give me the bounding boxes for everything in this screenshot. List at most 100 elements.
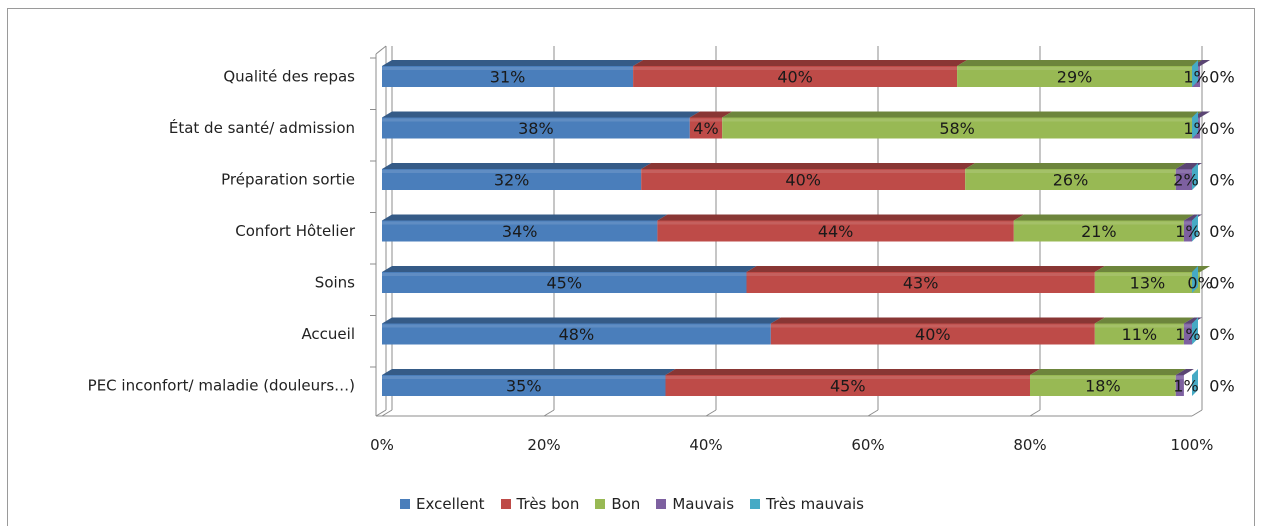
bar-top-face: [1175, 369, 1194, 375]
gridline-floor: [381, 409, 393, 417]
data-label: 0%: [1209, 222, 1234, 241]
bar-segment: [382, 117, 690, 139]
legend-item: Excellent: [400, 495, 485, 513]
legend-swatch: [400, 499, 410, 509]
data-label: 43%: [903, 274, 939, 293]
legend-label: Très bon: [516, 495, 580, 513]
bar-segment: [641, 169, 966, 190]
bar-top-face: [770, 317, 1105, 324]
bar-top-face: [1013, 214, 1194, 221]
data-label: 40%: [915, 325, 951, 344]
x-tick-label: 0%: [370, 436, 394, 454]
data-label: 1%: [1175, 222, 1200, 241]
bar-highlight: [722, 118, 1192, 122]
data-label: 0%: [1209, 274, 1234, 293]
legend-swatch: [500, 499, 511, 509]
bar-top-face: [746, 266, 1105, 272]
legend-swatch: [595, 499, 606, 509]
data-label: 45%: [546, 274, 582, 293]
bar-top-face: [382, 214, 668, 221]
bar-segment: [1094, 323, 1184, 345]
bar-segment: [689, 117, 723, 139]
bar-top-face: [382, 369, 676, 375]
bar-segment: [1094, 272, 1201, 293]
bar-top-face: [382, 163, 652, 169]
data-label: 31%: [490, 68, 526, 87]
bar-end-cap: [1192, 266, 1198, 293]
bar-segment: [746, 272, 1095, 293]
data-label: 29%: [1057, 68, 1093, 87]
data-label: 0%: [1209, 171, 1234, 190]
legend-item: Mauvais: [656, 495, 734, 513]
bar-top-face: [382, 317, 781, 324]
chart-border: [7, 8, 1255, 526]
bar-top-face: [1094, 317, 1194, 324]
bar-highlight: [1175, 376, 1184, 379]
bar-highlight: [382, 118, 690, 122]
data-label: 2%: [1173, 171, 1198, 190]
bar-end-cap: [1192, 163, 1198, 190]
bar-top-face: [382, 111, 700, 118]
x-tick-label: 60%: [851, 436, 884, 454]
bar-top-face: [722, 111, 1202, 118]
bar-segment: [382, 272, 747, 293]
bar-highlight: [1030, 376, 1176, 379]
bar-highlight: [657, 221, 1014, 225]
data-label: 44%: [818, 222, 854, 241]
bar-highlight: [382, 376, 666, 379]
category-label: Confort Hôtelier: [235, 222, 356, 240]
x-tick-label: 20%: [527, 436, 560, 454]
data-label: 26%: [1053, 171, 1089, 190]
data-label: 21%: [1081, 222, 1117, 241]
legend-item: Très bon: [500, 495, 580, 513]
bar-highlight: [1175, 170, 1192, 173]
category-label: Accueil: [301, 325, 355, 343]
bar-segment: [1183, 220, 1192, 242]
bar-segment: [1175, 169, 1192, 190]
bar-highlight: [382, 221, 658, 225]
data-label: 0%: [1209, 119, 1234, 138]
bar-highlight: [1094, 273, 1201, 276]
gridline-floor: [1029, 409, 1041, 417]
bar-segment: [770, 323, 1095, 345]
data-label: 1%: [1183, 68, 1208, 87]
data-label: 32%: [494, 171, 530, 190]
bar-top-face: [1175, 163, 1202, 169]
category-label: PEC inconfort/ maladie (douleurs…): [88, 377, 355, 395]
data-label: 40%: [785, 171, 821, 190]
bar-top-face: [641, 163, 976, 169]
floor-edge: [375, 409, 387, 417]
bar-segment: [965, 169, 1176, 190]
bar-segment: [1013, 220, 1184, 242]
data-label: 0%: [1209, 377, 1234, 396]
bar-segment: [657, 220, 1014, 242]
bar-top-face: [1094, 266, 1211, 272]
category-label: Qualité des repas: [223, 68, 355, 86]
bar-highlight: [665, 376, 1030, 379]
bar-highlight: [1094, 324, 1184, 328]
bar-top-face: [633, 60, 968, 66]
bar-highlight: [689, 118, 723, 122]
gridline-floor: [705, 409, 717, 417]
bar-end-cap: [1192, 60, 1198, 87]
x-tick-label: 40%: [689, 436, 722, 454]
bar-highlight: [965, 170, 1176, 173]
y-axis-top: [375, 45, 387, 55]
x-tick-label: 80%: [1013, 436, 1046, 454]
legend: Excellent Très bon Bon Mauvais Très mauvais: [0, 492, 1264, 516]
bar-highlight: [770, 324, 1095, 328]
legend-label: Très mauvais: [766, 495, 864, 513]
bar-top-face: [965, 163, 1186, 169]
bar-segment: [633, 66, 958, 87]
data-label: 1%: [1175, 325, 1200, 344]
data-label: 4%: [693, 119, 718, 138]
bar-segment: [1030, 375, 1176, 396]
legend-swatch: [750, 499, 761, 509]
data-label: 13%: [1130, 274, 1166, 293]
bar-highlight: [957, 67, 1192, 70]
bar-end-cap: [1192, 369, 1198, 396]
bar-top-face: [657, 214, 1024, 221]
data-label: 45%: [830, 377, 866, 396]
data-label: 0%: [1187, 274, 1212, 293]
